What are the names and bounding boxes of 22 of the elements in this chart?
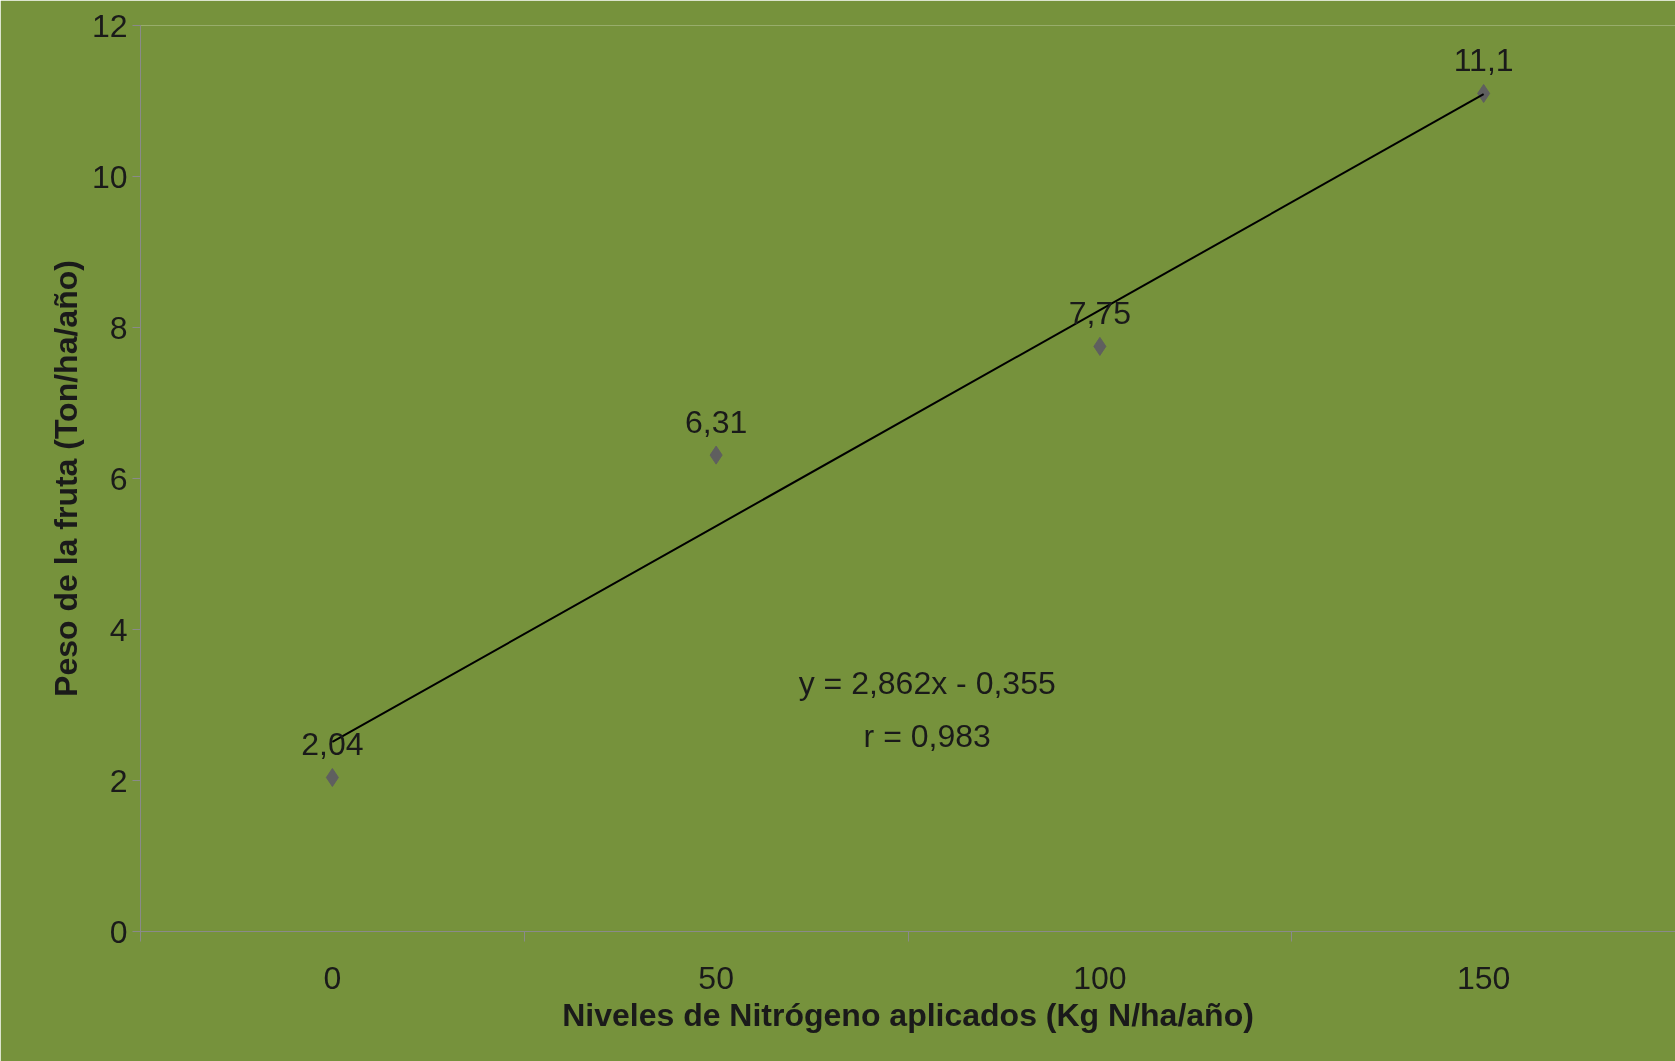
point	[1093, 336, 1107, 356]
x-tick-label: 100	[1073, 959, 1127, 996]
x-tick-label: 150	[1456, 959, 1511, 996]
x-tick-label: 50	[698, 959, 734, 996]
x-axis-title: Niveles de Nitrógeno aplicados (Kg N/ha/año)	[562, 996, 1254, 1033]
y-tick-label: 6	[109, 460, 128, 497]
annotation: y = 2,862x - 0,355	[798, 665, 1056, 702]
y-tick-label: 8	[109, 309, 128, 346]
y-axis-title: Peso de la fruta (Ton/ha/año)	[47, 260, 84, 697]
data-label: 2,04	[301, 726, 364, 763]
y-tick-label: 2	[109, 762, 128, 799]
data-label: 6,31	[684, 404, 748, 441]
point	[325, 767, 339, 787]
data-label: 11,1	[1453, 42, 1514, 79]
point	[1477, 83, 1491, 103]
y-tick-label: 10	[91, 158, 128, 195]
y-tick-label: 0	[109, 913, 128, 950]
x-tick-label: 0	[323, 959, 342, 996]
point	[709, 445, 723, 465]
annotation: r = 0,983	[863, 718, 991, 755]
y-tick-label: 4	[109, 611, 128, 648]
y-tick-label: 12	[91, 7, 128, 44]
